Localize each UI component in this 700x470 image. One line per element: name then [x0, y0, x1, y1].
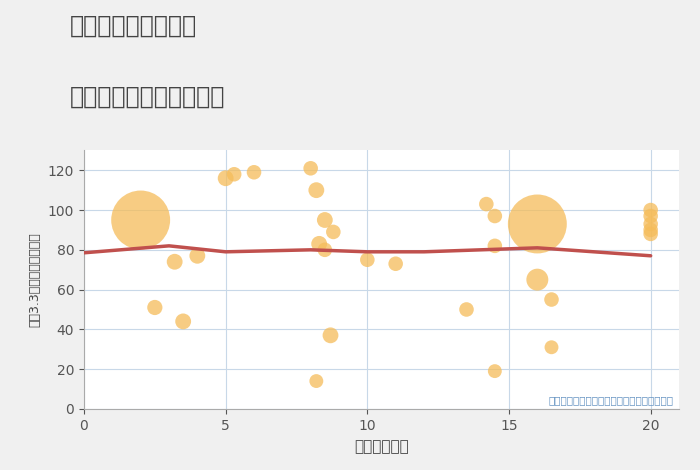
Point	[645, 212, 657, 220]
Point	[311, 377, 322, 385]
Point	[328, 228, 339, 235]
Point	[305, 164, 316, 172]
Point	[546, 296, 557, 303]
Point	[481, 200, 492, 208]
Point	[390, 260, 401, 267]
Point	[645, 220, 657, 228]
Point	[311, 187, 322, 194]
Point	[169, 258, 181, 266]
Point	[325, 331, 336, 339]
Text: 愛知県一宮市大毛の: 愛知県一宮市大毛の	[70, 14, 197, 38]
Point	[489, 368, 500, 375]
Point	[192, 252, 203, 259]
Point	[489, 212, 500, 220]
Point	[546, 344, 557, 351]
Point	[319, 246, 330, 254]
Point	[532, 220, 543, 228]
Text: 駅距離別中古戸建て価格: 駅距離別中古戸建て価格	[70, 85, 225, 109]
Point	[178, 318, 189, 325]
Point	[248, 169, 260, 176]
X-axis label: 駅距離（分）: 駅距離（分）	[354, 439, 409, 454]
Point	[461, 306, 472, 313]
Point	[489, 242, 500, 250]
Point	[645, 226, 657, 234]
Point	[229, 171, 240, 178]
Point	[135, 216, 146, 224]
Point	[645, 206, 657, 214]
Point	[314, 240, 325, 248]
Point	[362, 256, 373, 264]
Point	[645, 230, 657, 238]
Point	[532, 276, 543, 283]
Point	[319, 216, 330, 224]
Text: 円の大きさは、取引のあった物件面積を示す: 円の大きさは、取引のあった物件面積を示す	[548, 395, 673, 405]
Point	[149, 304, 160, 311]
Y-axis label: 坪（3.3㎡）単価（万円）: 坪（3.3㎡）単価（万円）	[28, 232, 41, 327]
Point	[220, 174, 231, 182]
